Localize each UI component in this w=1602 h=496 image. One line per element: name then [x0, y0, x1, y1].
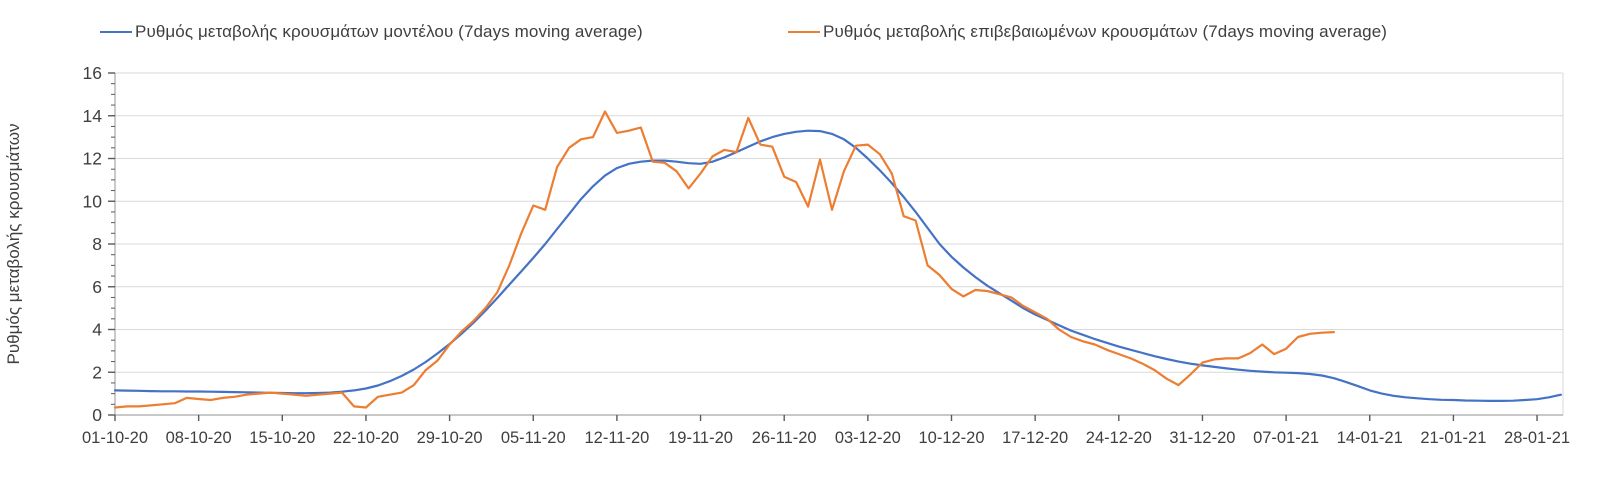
x-tick-label: 22-10-20 — [333, 429, 399, 447]
y-tick-label: 6 — [92, 277, 102, 297]
x-tick-label: 28-01-21 — [1504, 429, 1570, 447]
x-tick-label: 31-12-20 — [1169, 429, 1235, 447]
orange-line-legend-marker-icon — [788, 31, 820, 33]
series-line-1 — [113, 110, 1336, 409]
x-tick-label: 19-11-20 — [668, 429, 733, 447]
x-tick-label: 24-12-20 — [1086, 429, 1152, 447]
x-tick-label: 29-10-20 — [417, 429, 483, 447]
y-tick-label: 16 — [83, 63, 102, 83]
x-tick-label: 10-12-20 — [918, 429, 984, 447]
x-tick-label: 14-01-21 — [1337, 429, 1403, 447]
legend-label-confirmed-series: Ρυθμός μεταβολής επιβεβαιωμένων κρουσμάτ… — [823, 22, 1388, 41]
x-tick-label: 03-12-20 — [835, 429, 901, 447]
x-tick-label: 05-11-20 — [501, 429, 566, 447]
x-tick-label: 07-01-21 — [1253, 429, 1319, 447]
axes — [108, 72, 1563, 421]
legend-label-model-series: Ρυθμός μεταβολής κρουσμάτων μοντέλου (7d… — [135, 22, 643, 41]
y-tick-label: 2 — [92, 362, 102, 382]
chart-legend: Ρυθμός μεταβολής κρουσμάτων μοντέλου (7d… — [0, 22, 1602, 48]
x-tick-label: 08-10-20 — [166, 429, 232, 447]
x-tick-label: 26-11-20 — [752, 429, 817, 447]
x-tick-label: 15-10-20 — [249, 429, 315, 447]
y-tick-label: 4 — [92, 320, 102, 340]
legend-item-model-series: Ρυθμός μεταβολής κρουσμάτων μοντέλου (7d… — [100, 22, 643, 42]
blue-line-legend-marker-icon — [100, 31, 132, 33]
series-line-0 — [113, 129, 1563, 402]
y-tick-label: 8 — [92, 234, 102, 254]
y-tick-label: 12 — [83, 149, 102, 169]
x-tick-label: 01-10-20 — [82, 429, 148, 447]
y-tick-label: 14 — [83, 106, 103, 126]
tick-labels: 0 2 4 6 8 10 12 14 16 01-10-20 08-10-20 15-10-20 22-… — [82, 63, 1570, 447]
legend-item-confirmed-series: Ρυθμός μεταβολής επιβεβαιωμένων κρουσμάτ… — [788, 22, 1387, 42]
x-tick-label: 12-11-20 — [584, 429, 649, 447]
y-tick-label: 0 — [92, 405, 102, 425]
y-tick-label: 10 — [83, 191, 103, 211]
x-tick-label: 17-12-20 — [1002, 429, 1068, 447]
x-tick-label: 21-01-21 — [1420, 429, 1486, 447]
gridlines — [115, 72, 1564, 415]
